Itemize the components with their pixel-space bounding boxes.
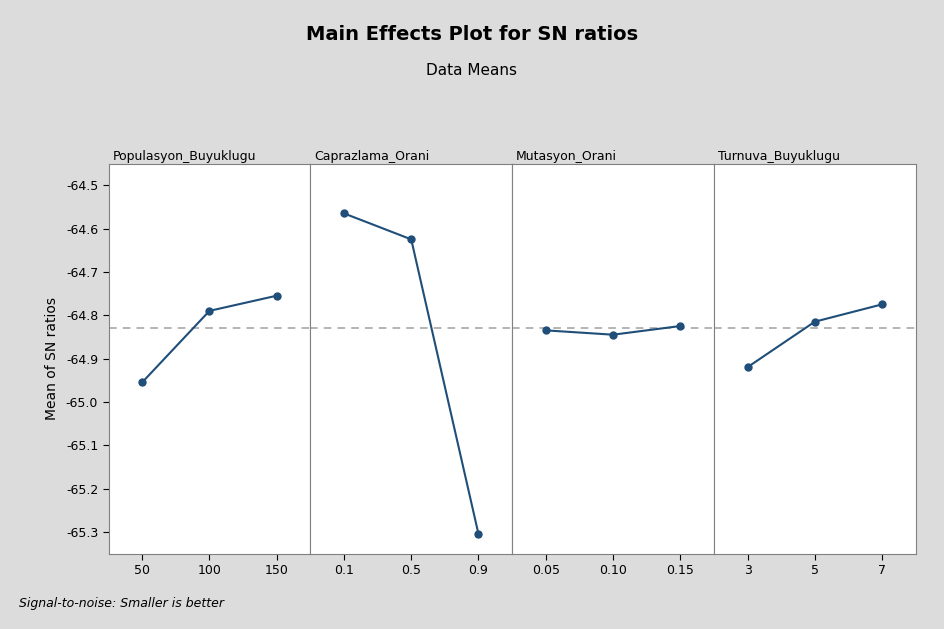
Text: Main Effects Plot for SN ratios: Main Effects Plot for SN ratios <box>306 25 638 44</box>
Text: Signal-to-noise: Smaller is better: Signal-to-noise: Smaller is better <box>19 597 224 610</box>
Text: Turnuva_Buyuklugu: Turnuva_Buyuklugu <box>718 150 840 163</box>
Text: Populasyon_Buyuklugu: Populasyon_Buyuklugu <box>112 150 256 163</box>
Y-axis label: Mean of SN ratios: Mean of SN ratios <box>44 297 59 420</box>
Text: Data Means: Data Means <box>427 63 517 78</box>
Text: Caprazlama_Orani: Caprazlama_Orani <box>314 150 430 163</box>
Text: Mutasyon_Orani: Mutasyon_Orani <box>516 150 617 163</box>
